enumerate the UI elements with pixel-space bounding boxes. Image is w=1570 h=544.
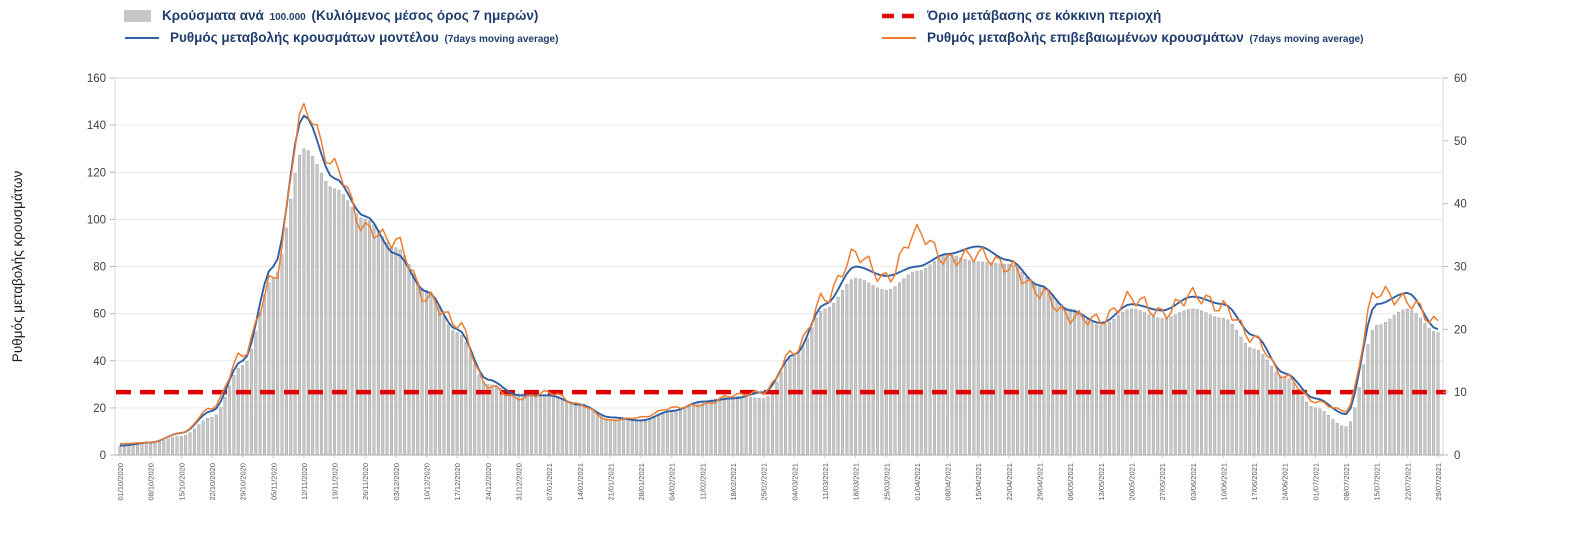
right-axis-ticks: 0 10 20 30 40 50 60 [1443,73,1467,462]
legend-item-model-rate: Ρυθμός μεταβολής κρουσμάτων μοντέλου (7d… [123,30,880,45]
svg-text:15/10/2020: 15/10/2020 [177,463,186,501]
svg-text:50: 50 [1454,136,1467,148]
svg-text:20: 20 [1454,324,1467,336]
legend-label-cases: Κρούσματα ανά 100.000 (Κυλιόμενος μέσος … [162,8,539,23]
legend-label-threshold: Όριο μετάβασης σε κόκκινη περιοχή [927,8,1162,23]
svg-text:27/05/2021: 27/05/2021 [1158,463,1167,501]
left-axis-ticks: 0 20 40 60 80 100 120 140 160 [87,73,115,462]
svg-text:08/10/2020: 08/10/2020 [147,463,156,501]
svg-text:18/03/2021: 18/03/2021 [852,463,861,501]
svg-text:29/10/2020: 29/10/2020 [239,463,248,501]
bars-series [118,148,1440,456]
legend-item-cases-per-100k: Κρούσματα ανά 100.000 (Κυλιόμενος μέσος … [123,8,880,23]
svg-text:31/12/2020: 31/12/2020 [514,463,523,501]
svg-text:22/10/2020: 22/10/2020 [208,463,217,501]
svg-text:120: 120 [87,167,106,179]
svg-text:24/12/2020: 24/12/2020 [484,463,493,501]
svg-text:160: 160 [87,73,106,85]
svg-text:01/07/2021: 01/07/2021 [1311,463,1320,501]
legend-item-confirmed-rate: Ρυθμός μεταβολής επιβεβαιωμένων κρουσμάτ… [880,30,1540,45]
confirmed-rate-line [119,102,1439,445]
svg-text:22/07/2021: 22/07/2021 [1403,463,1412,501]
svg-text:26/11/2020: 26/11/2020 [361,463,370,500]
svg-text:17/12/2020: 17/12/2020 [453,463,462,501]
svg-text:05/11/2020: 05/11/2020 [269,463,278,500]
svg-text:21/01/2021: 21/01/2021 [606,463,615,501]
svg-text:22/04/2021: 22/04/2021 [1005,463,1014,501]
svg-text:17/06/2021: 17/06/2021 [1250,463,1259,501]
gray-bar-swatch-icon [124,9,151,22]
svg-text:01/10/2020: 01/10/2020 [116,463,125,501]
svg-text:25/02/2021: 25/02/2021 [760,463,769,501]
svg-text:20: 20 [93,403,106,415]
blue-line-swatch-icon [125,36,159,39]
svg-text:25/03/2021: 25/03/2021 [882,463,891,501]
svg-text:10: 10 [1454,387,1467,399]
svg-text:0: 0 [1454,450,1460,462]
svg-text:11/02/2021: 11/02/2021 [698,463,707,500]
svg-text:80: 80 [93,262,106,274]
svg-text:07/01/2021: 07/01/2021 [545,463,554,501]
svg-text:140: 140 [87,120,106,132]
svg-text:15/07/2021: 15/07/2021 [1373,463,1382,501]
svg-text:19/11/2020: 19/11/2020 [331,463,340,500]
svg-text:60: 60 [1454,73,1467,85]
svg-text:0: 0 [100,450,106,462]
svg-text:11/03/2021: 11/03/2021 [821,463,830,500]
svg-text:24/06/2021: 24/06/2021 [1281,463,1290,501]
svg-text:10/12/2020: 10/12/2020 [423,463,432,501]
orange-line-swatch-icon [882,36,916,39]
svg-text:15/04/2021: 15/04/2021 [974,463,983,501]
svg-text:08/04/2021: 08/04/2021 [944,463,953,501]
svg-text:03/12/2020: 03/12/2020 [392,463,401,501]
svg-text:29/04/2021: 29/04/2021 [1036,463,1045,501]
legend-item-red-threshold: Όριο μετάβασης σε κόκκινη περιοχή [880,8,1540,23]
legend-label-model: Ρυθμός μεταβολής κρουσμάτων μοντέλου (7d… [170,30,559,45]
svg-text:100: 100 [87,214,106,226]
svg-text:30: 30 [1454,262,1467,274]
svg-text:28/01/2021: 28/01/2021 [637,463,646,501]
svg-text:08/07/2021: 08/07/2021 [1342,463,1351,501]
svg-text:01/04/2021: 01/04/2021 [913,463,922,501]
svg-text:04/02/2021: 04/02/2021 [668,463,677,501]
svg-text:40: 40 [1454,199,1467,211]
x-axis-labels: 01/10/2020 08/10/2020 15/10/2020 22/10/2020… [116,455,1443,501]
svg-text:18/02/2021: 18/02/2021 [729,463,738,501]
red-dashed-line-swatch-icon [882,13,916,18]
svg-text:13/05/2021: 13/05/2021 [1097,463,1106,501]
svg-text:03/06/2021: 03/06/2021 [1189,463,1198,501]
svg-text:06/05/2021: 06/05/2021 [1066,463,1075,501]
svg-text:40: 40 [93,356,106,368]
svg-text:14/01/2021: 14/01/2021 [576,463,585,501]
chart-legend: Κρούσματα ανά 100.000 (Κυλιόμενος μέσος … [123,8,1540,45]
svg-text:04/03/2021: 04/03/2021 [790,463,799,501]
svg-text:10/06/2021: 10/06/2021 [1219,463,1228,501]
svg-text:20/05/2021: 20/05/2021 [1127,463,1136,501]
svg-text:29/07/2021: 29/07/2021 [1434,463,1443,501]
svg-text:12/11/2020: 12/11/2020 [300,463,309,500]
y-axis-title: Ρυθμός μεταβολής κρουσμάτων [10,171,25,363]
svg-text:60: 60 [93,309,106,321]
legend-label-confirmed: Ρυθμός μεταβολής επιβεβαιωμένων κρουσμάτ… [927,30,1364,45]
